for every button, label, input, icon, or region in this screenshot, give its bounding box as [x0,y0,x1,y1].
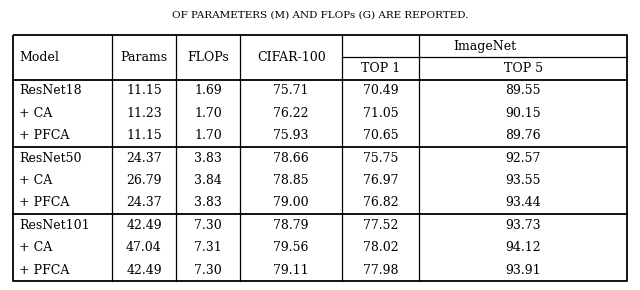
Text: OF PARAMETERS (M) AND FLOPs (G) ARE REPORTED.: OF PARAMETERS (M) AND FLOPs (G) ARE REPO… [172,10,468,19]
Text: FLOPs: FLOPs [187,51,229,64]
Text: 78.85: 78.85 [273,174,309,187]
Text: 70.65: 70.65 [363,129,399,142]
Text: 93.91: 93.91 [506,264,541,277]
Text: 1.70: 1.70 [194,107,222,120]
Text: 1.69: 1.69 [194,84,222,97]
Text: 93.44: 93.44 [506,196,541,209]
Text: 11.23: 11.23 [126,107,162,120]
Text: ResNet101: ResNet101 [19,219,90,232]
Text: 75.93: 75.93 [273,129,309,142]
Text: 7.30: 7.30 [194,264,222,277]
Text: 1.70: 1.70 [194,129,222,142]
Text: 79.11: 79.11 [273,264,309,277]
Text: 3.84: 3.84 [194,174,222,187]
Text: 77.52: 77.52 [363,219,399,232]
Text: 42.49: 42.49 [126,219,162,232]
Text: 75.71: 75.71 [273,84,309,97]
Text: 79.56: 79.56 [273,241,309,254]
Text: 11.15: 11.15 [126,84,162,97]
Text: ResNet18: ResNet18 [19,84,82,97]
Text: 47.04: 47.04 [126,241,162,254]
Text: 93.55: 93.55 [506,174,541,187]
Text: TOP 5: TOP 5 [504,62,543,75]
Text: 78.66: 78.66 [273,152,309,164]
Text: ResNet50: ResNet50 [19,152,82,164]
Text: 92.57: 92.57 [506,152,541,164]
Text: 3.83: 3.83 [194,152,222,164]
Text: 7.30: 7.30 [194,219,222,232]
Text: 11.15: 11.15 [126,129,162,142]
Text: 24.37: 24.37 [126,152,162,164]
Text: 78.02: 78.02 [363,241,399,254]
Text: 89.76: 89.76 [506,129,541,142]
Text: 71.05: 71.05 [363,107,399,120]
Text: TOP 1: TOP 1 [361,62,401,75]
Text: + PFCA: + PFCA [19,264,70,277]
Text: 7.31: 7.31 [194,241,222,254]
Text: Model: Model [19,51,59,64]
Text: Params: Params [120,51,168,64]
Text: 76.22: 76.22 [273,107,309,120]
Text: 79.00: 79.00 [273,196,309,209]
Text: 90.15: 90.15 [506,107,541,120]
Text: ImageNet: ImageNet [453,39,516,52]
Text: 26.79: 26.79 [126,174,162,187]
Text: 24.37: 24.37 [126,196,162,209]
Text: 75.75: 75.75 [363,152,399,164]
Text: 3.83: 3.83 [194,196,222,209]
Text: 89.55: 89.55 [506,84,541,97]
Text: + PFCA: + PFCA [19,196,70,209]
Text: + CA: + CA [19,107,52,120]
Text: 77.98: 77.98 [363,264,399,277]
Text: 94.12: 94.12 [506,241,541,254]
Text: 93.73: 93.73 [506,219,541,232]
Text: 76.97: 76.97 [363,174,399,187]
Text: 76.82: 76.82 [363,196,399,209]
Text: 78.79: 78.79 [273,219,309,232]
Text: + PFCA: + PFCA [19,129,70,142]
Text: + CA: + CA [19,241,52,254]
Text: CIFAR-100: CIFAR-100 [257,51,326,64]
Text: 70.49: 70.49 [363,84,399,97]
Text: + CA: + CA [19,174,52,187]
Text: 42.49: 42.49 [126,264,162,277]
